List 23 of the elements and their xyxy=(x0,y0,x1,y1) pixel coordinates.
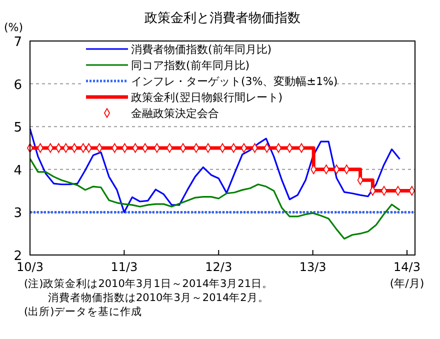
y-tick-label: 5 xyxy=(14,120,22,136)
legend-label: 同コア指数(前年同月比) xyxy=(131,59,250,72)
line-series xyxy=(29,128,401,213)
x-tick-label: 12/3 xyxy=(205,260,232,274)
x-tick-label: 14/3 xyxy=(394,260,420,274)
legend-label: 消費者物価指数(前年同月比) xyxy=(131,43,272,56)
chart-title: 政策金利と消費者物価指数 xyxy=(144,11,300,26)
legend-label: インフレ・ターゲット(3%、変動幅±1%) xyxy=(131,75,338,88)
text: (出所)データを基に作成 xyxy=(24,305,142,318)
text: 消費者物価指数は2010年3月～2014年2月。 xyxy=(48,291,269,304)
text: (注)政策金利は2010年3月1日～2014年3月21日。 xyxy=(24,277,274,290)
x-tick-label: 11/3 xyxy=(110,260,138,274)
x-axis-title: (年/月) xyxy=(390,277,424,290)
y-tick-label: 4 xyxy=(14,163,22,178)
legend-label: 政策金利(翌日物銀行間レート) xyxy=(131,91,283,104)
y-tick-label: 7 xyxy=(14,35,22,50)
line-series xyxy=(29,158,401,240)
y-tick-label: 6 xyxy=(14,78,22,93)
legend-label: 金融政策決定会合 xyxy=(131,107,219,120)
x-tick-label: 10/3 xyxy=(16,260,44,274)
x-tick-label: 13/3 xyxy=(299,260,326,274)
y-tick-label: 3 xyxy=(14,206,22,222)
y-axis-title: (%) xyxy=(4,21,24,34)
